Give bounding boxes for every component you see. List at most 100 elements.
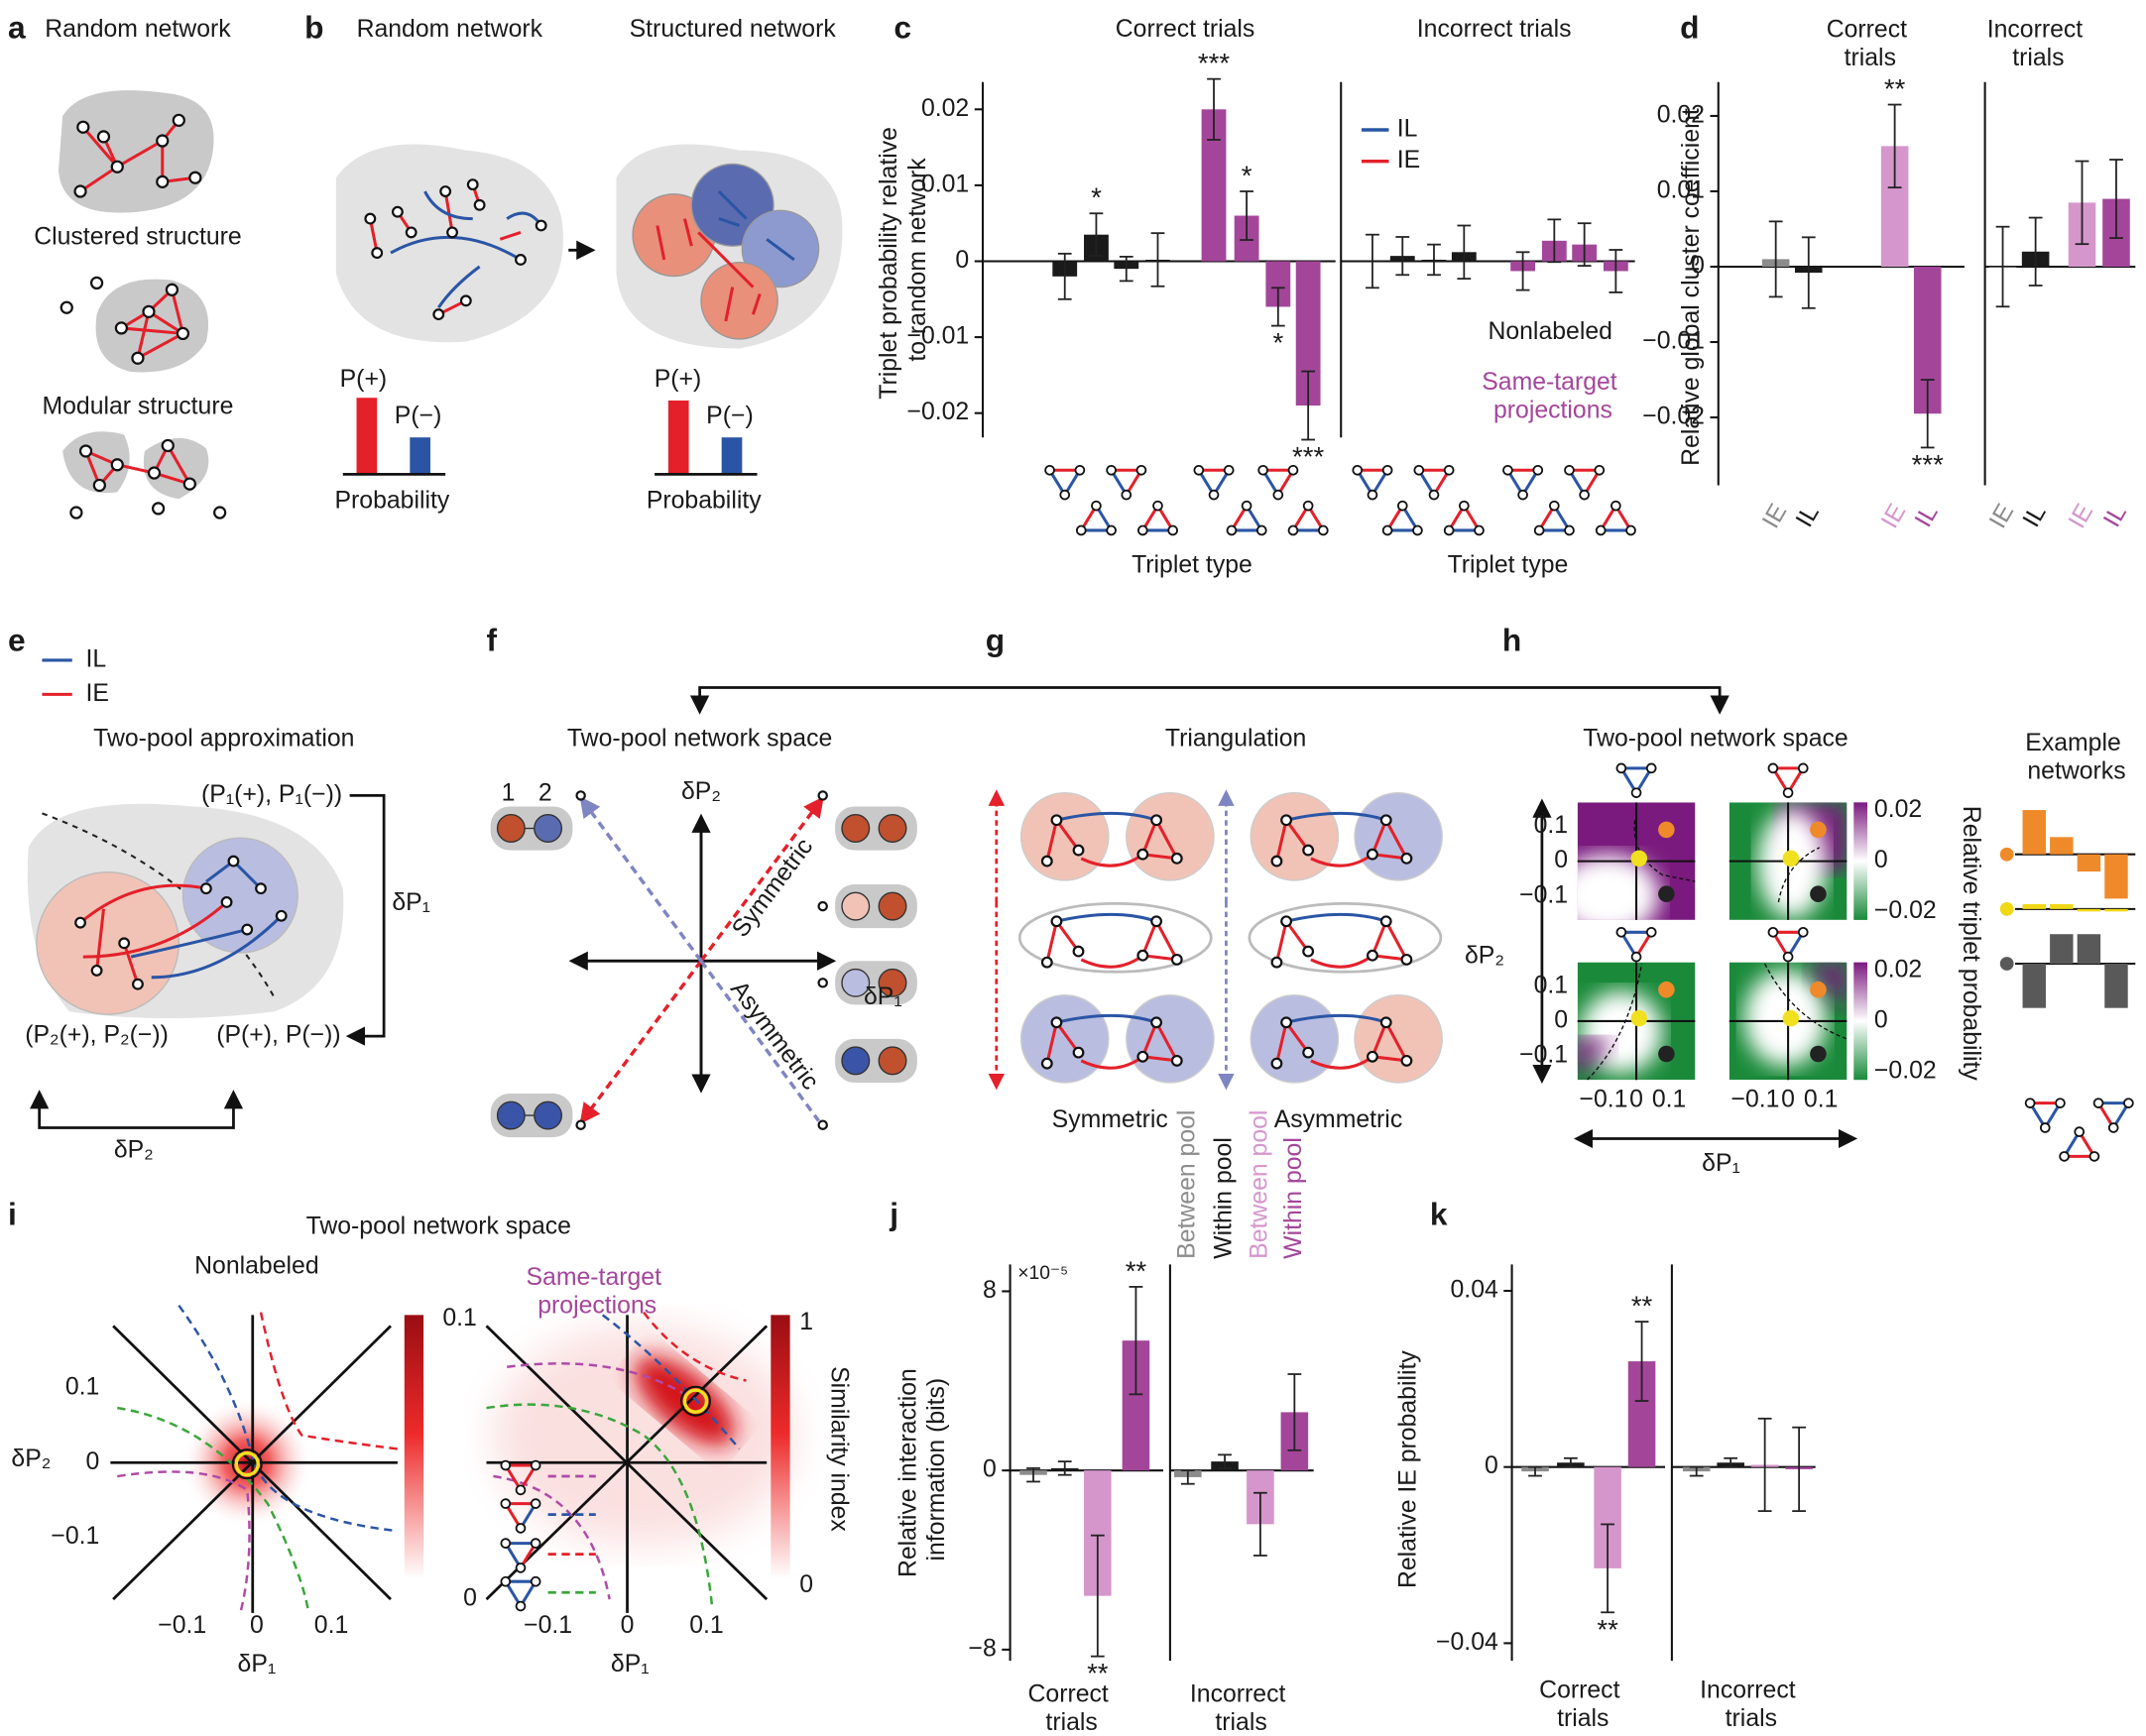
bar-chart	[2014, 934, 2136, 1008]
colorbar-tick-label: 0	[1874, 847, 1888, 873]
y-tick-label: 0	[955, 247, 969, 274]
panel-h-title: Two-pool network space	[1583, 725, 1848, 752]
x-tick-label: Within pool	[1211, 1137, 1238, 1259]
panel-b-title: Random network	[357, 16, 543, 43]
examples-title: Example networks	[2025, 730, 2127, 785]
significance: *	[1091, 182, 1102, 213]
panel-label: k	[1430, 1196, 1448, 1231]
label: Symmetric	[1052, 1106, 1168, 1133]
y-tick-label: 0	[1691, 253, 1705, 280]
bar-chart: 0.020.010−0.01−0.02IEIL**IE***ILCorrect …	[1642, 16, 1965, 533]
triplet-node	[500, 1538, 512, 1549]
y-tick-label: 0	[983, 1456, 997, 1483]
panel-label: f	[487, 622, 498, 657]
y-tick-label: 0.01	[1657, 177, 1705, 204]
bar	[2077, 934, 2101, 965]
triplet-node	[1517, 489, 1528, 501]
x-tick-label: 0	[250, 1612, 264, 1639]
significance: **	[1597, 1614, 1618, 1645]
triplet-node	[1226, 524, 1238, 536]
triplet-node	[2039, 1122, 2051, 1133]
charts: a b c de f g hi j k−0.1 −0.10 00.1 0.10.10.100−0.1−…	[8, 10, 2136, 1736]
y-axis-label: δP₂	[11, 1446, 51, 1472]
bar-chart	[2014, 810, 2136, 899]
x-tick-label: Between pool	[1246, 1110, 1272, 1259]
x-tick-label: IL	[1791, 501, 1825, 531]
triplet-node	[1152, 500, 1163, 512]
x-tick-label: 0	[1781, 1086, 1795, 1112]
triplet-node	[1135, 464, 1147, 476]
y-tick-label: 0	[463, 1585, 477, 1612]
triplet-node	[1318, 524, 1329, 536]
panel-e-title: Two-pool approximation	[93, 725, 354, 752]
x-axis-label: Incorrect trials	[1190, 1680, 1292, 1736]
triplet-node	[2107, 1122, 2119, 1133]
panel-label: b	[304, 10, 323, 46]
triplet-node	[1075, 524, 1087, 536]
triplet-node	[1630, 787, 1642, 798]
y-axis-label: Relative global cluster coefficient	[1678, 108, 1705, 466]
heatmaps	[1532, 798, 2014, 1149]
label: (P₁(+), P₁(−))	[201, 781, 342, 808]
x-axis-label: Correct trials	[1539, 1677, 1626, 1732]
triplet-node	[2088, 1151, 2100, 1162]
x-tick-label: IL	[2098, 501, 2132, 531]
subplot-title: Same-target projections	[527, 1264, 668, 1320]
triplet-node	[1091, 500, 1102, 512]
bar	[2050, 934, 2074, 965]
triplet-node	[1474, 524, 1485, 536]
significance: ***	[1292, 441, 1324, 472]
panel-label: i	[8, 1196, 17, 1231]
label: Clustered structure	[34, 223, 241, 250]
illustration-bar	[410, 437, 430, 475]
y-axis-label: Relative IE probability	[1395, 1350, 1422, 1588]
y-tick-label: 0	[1554, 847, 1568, 873]
triplet-node	[1428, 489, 1440, 501]
triplet-node	[1396, 500, 1408, 512]
subplot-title: Correct trials	[1827, 16, 1914, 71]
y-tick-label: 8	[983, 1277, 997, 1304]
triplet-node	[2024, 1098, 2036, 1108]
triplet-node	[530, 1498, 541, 1509]
triplet-node	[1287, 464, 1299, 476]
triplet-node	[1564, 464, 1575, 476]
subplot-title: Nonlabeled	[194, 1253, 318, 1280]
label: (P(+), P(−))	[216, 1022, 340, 1049]
y-tick-label: −0.1	[51, 1523, 99, 1550]
x-tick-label: 0	[1629, 1086, 1643, 1112]
triplet-node	[1381, 464, 1393, 476]
panel-label: a	[8, 10, 26, 46]
bar-chart	[2014, 903, 2136, 912]
bar	[2022, 903, 2046, 909]
x-tick-label: Between pool	[1173, 1110, 1200, 1259]
label: P(−)	[395, 403, 442, 429]
colorbar-tick-label: 0	[799, 1571, 813, 1598]
triplet-node	[1767, 926, 1779, 938]
triplet-node	[1797, 926, 1809, 938]
triplet-node	[500, 1498, 512, 1509]
label: P(−)	[706, 403, 754, 429]
illustration-bar	[356, 398, 378, 475]
triplet-node	[1615, 926, 1627, 938]
colorbar-tick-label: 0	[1874, 1006, 1888, 1033]
triplet-node	[2092, 1098, 2104, 1108]
triplet-node	[1533, 524, 1545, 536]
triplet-node	[1257, 464, 1268, 476]
y-tick-label: 0.1	[1534, 812, 1568, 839]
subplot-title: Incorrect trials	[1417, 16, 1572, 43]
y-axis-label: δP₂	[1465, 943, 1504, 970]
triplet-node	[2055, 1098, 2066, 1108]
y-tick-label: 0.04	[1451, 1277, 1498, 1304]
triplet-node	[1287, 524, 1299, 536]
triplet-node	[1645, 926, 1657, 938]
triplet-node	[1532, 464, 1544, 476]
panel-b-diagram	[335, 144, 843, 476]
label: δP₁	[392, 889, 430, 916]
triplet-node	[1443, 524, 1455, 536]
panel-g-diagram	[988, 789, 1443, 1091]
triplet-node	[1413, 464, 1425, 476]
x-axis-label: δP₁	[1702, 1150, 1740, 1177]
